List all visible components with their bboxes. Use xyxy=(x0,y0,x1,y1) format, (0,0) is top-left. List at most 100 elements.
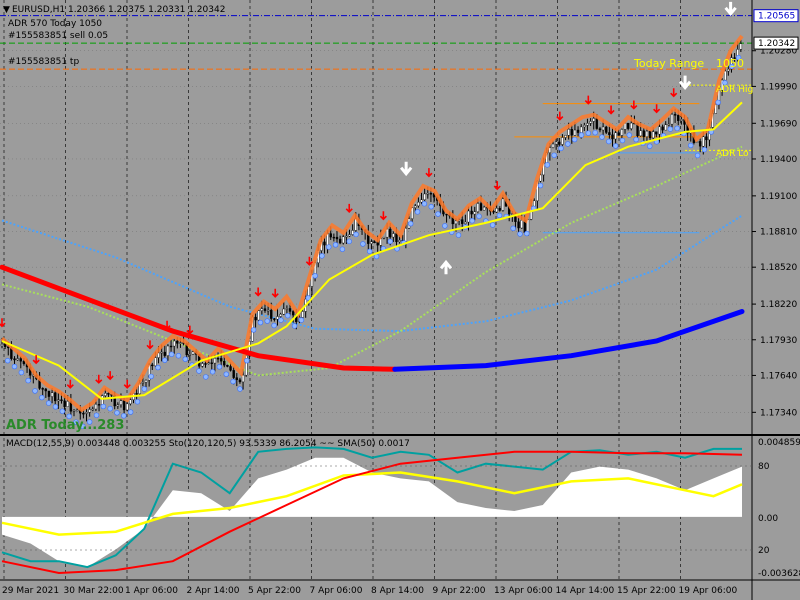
candle-body xyxy=(213,358,217,364)
price-tick-label: 1.19100 xyxy=(760,192,797,202)
overlay-adr-text: ADR Today...283 xyxy=(6,418,124,433)
trend-dot xyxy=(421,201,428,207)
price-tick-label: 1.17930 xyxy=(760,336,797,346)
trend-dot xyxy=(305,295,311,301)
trend-dot xyxy=(619,137,626,144)
candle-body xyxy=(63,400,66,407)
price-pane[interactable] xyxy=(0,1,752,430)
ema-fast xyxy=(1,101,743,400)
candle-body xyxy=(573,129,577,136)
candle-body xyxy=(335,236,339,240)
trend-dot xyxy=(667,126,673,132)
candle-body xyxy=(533,200,536,207)
time-tick-label: 9 Apr 22:00 xyxy=(433,586,486,596)
time-tick-label: 19 Apr 06:00 xyxy=(679,586,738,596)
candle-body xyxy=(342,236,345,244)
price-axis[interactable]: 1.20280 1.19990 1.19690 1.19400 1.19100 1.188… xyxy=(752,9,799,419)
price-tick-label: 1.19400 xyxy=(760,155,797,165)
candle-body xyxy=(266,309,270,312)
price-tag-label: 1.20565 xyxy=(758,12,795,22)
indicator-tick-label: 0.00 xyxy=(758,514,778,524)
candle-body xyxy=(232,370,235,378)
candle-body xyxy=(630,122,633,129)
arrow-down-signal-icon xyxy=(653,104,661,114)
candle-body xyxy=(464,221,467,224)
candle-body xyxy=(329,233,332,238)
price-tick-label: 1.18220 xyxy=(760,300,797,310)
arrow-down-signal-icon xyxy=(186,325,194,335)
candle-body xyxy=(398,240,401,243)
grid xyxy=(0,0,752,580)
adr-info: ADR 570 Today 1050 xyxy=(8,19,102,29)
indicator-axis[interactable]: 0.004859 80 0.00 20 -0.003628 xyxy=(0,438,800,579)
trend-dot xyxy=(551,152,557,158)
time-axis[interactable]: 29 Mar 2021 30 Mar 22:00 1 Apr 06:00 2 Apr … xyxy=(2,586,737,596)
trend-dot xyxy=(244,357,250,364)
candle-body xyxy=(482,206,486,211)
trend-dot xyxy=(326,244,332,250)
candle-body xyxy=(392,233,395,238)
candle-body xyxy=(0,344,4,347)
candle-body xyxy=(19,358,22,362)
candle-body xyxy=(589,121,592,124)
trend-dot xyxy=(674,125,680,132)
candle-body xyxy=(417,201,420,207)
candle-body xyxy=(558,141,561,145)
trend-dot xyxy=(155,364,161,371)
candle-body xyxy=(517,221,520,229)
candle-body xyxy=(75,409,79,412)
trend-dot xyxy=(469,218,475,224)
trend-dot xyxy=(353,231,359,238)
candle-body xyxy=(492,211,495,213)
trend-dot xyxy=(735,54,742,61)
arrow-down-signal-icon xyxy=(254,287,262,297)
trend-dot xyxy=(360,241,366,247)
trend-dot xyxy=(209,369,216,375)
candle-body xyxy=(661,126,664,131)
candle-body xyxy=(144,379,148,383)
trend-dot xyxy=(134,399,141,405)
candle-body xyxy=(276,316,279,320)
trend-dot xyxy=(319,253,325,259)
arrow-down-signal-icon xyxy=(379,211,387,221)
order-info-sell: #155583851 sell 0.05 xyxy=(8,31,108,41)
candle-body xyxy=(188,354,192,356)
trend-dot xyxy=(18,369,25,376)
trend-dot xyxy=(339,246,346,252)
candle-body xyxy=(41,388,44,390)
candle-body xyxy=(3,344,7,347)
trend-dot xyxy=(86,419,93,425)
menu-triangle-icon[interactable]: ▼ xyxy=(3,5,10,15)
price-tick-label: 1.17340 xyxy=(760,408,797,418)
candle-body xyxy=(645,130,649,137)
price-tag-box xyxy=(753,36,799,50)
indicator-pane[interactable] xyxy=(1,446,743,575)
candle-body xyxy=(157,352,160,358)
candle-body xyxy=(429,193,433,195)
overlay-band_lower xyxy=(1,145,743,377)
trend-dot xyxy=(59,408,66,414)
trend-dot xyxy=(52,404,59,410)
candle-body xyxy=(254,316,257,321)
candle-body xyxy=(301,311,304,318)
candle-body xyxy=(263,308,267,311)
indicator-info: MACD(12,55,9) 0.003448 0.003255 Sto(120,… xyxy=(6,439,410,449)
candle-body xyxy=(501,198,505,211)
trend-dot xyxy=(694,152,701,159)
candle-body xyxy=(614,132,617,140)
adr-low-label: ADR Lo xyxy=(716,149,749,159)
arrow-down-signal-icon xyxy=(630,100,638,110)
candle-body xyxy=(620,129,624,136)
trend-ribbon-upper xyxy=(0,34,744,413)
candle-body xyxy=(673,114,677,116)
candle-body xyxy=(373,241,376,243)
trend-dot xyxy=(121,413,127,419)
candle-body xyxy=(576,129,580,133)
trend-dot xyxy=(216,364,223,370)
trend-dot xyxy=(285,312,291,319)
trend-dot xyxy=(442,223,448,229)
candle-body xyxy=(473,211,476,215)
arrow-down-signal-icon xyxy=(556,111,564,121)
candle-body xyxy=(88,409,91,413)
